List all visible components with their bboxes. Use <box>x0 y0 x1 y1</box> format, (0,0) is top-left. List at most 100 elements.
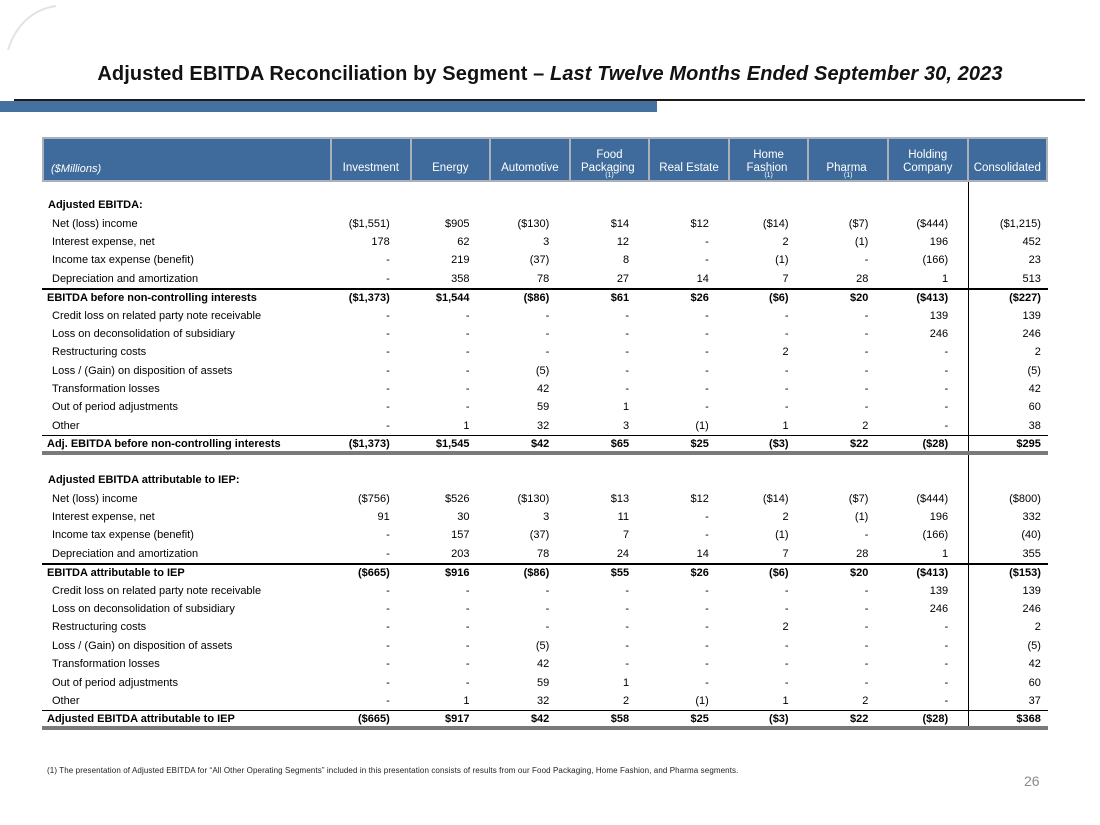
spacer-row <box>42 455 1048 472</box>
cell-consolidated: 246 <box>968 599 1048 619</box>
row-label: Other <box>52 419 80 432</box>
cell-real-estate: - <box>705 639 709 652</box>
table-row: Loss on deconsolidation of subsidiary - - -… <box>42 324 1048 344</box>
row-label: EBITDA attributable to IEP <box>47 567 185 580</box>
cell-consolidated: 60 <box>968 673 1048 692</box>
cell-real-estate: - <box>705 621 709 634</box>
cell-investment: - <box>386 401 390 414</box>
cell-home-fashion: (1) <box>775 529 789 542</box>
cell-food-packaging <box>569 182 649 196</box>
cell-automotive: 59 <box>537 676 550 689</box>
cell-energy: 62 <box>457 235 470 248</box>
table-row: Restructuring costs - - - - - 2 - - 2 <box>42 618 1048 637</box>
cell-food-packaging: $61 <box>610 292 630 305</box>
cell-real-estate: - <box>705 364 709 377</box>
row-label: Net (loss) income <box>52 217 138 230</box>
cell-home-fashion: 1 <box>782 419 789 432</box>
cell-energy: - <box>465 364 470 377</box>
cell-consolidated: (5) <box>968 636 1048 655</box>
cell-consolidated: 42 <box>968 654 1048 674</box>
cell-automotive: 3 <box>543 235 550 248</box>
cell-automotive: ($86) <box>523 292 550 305</box>
table-row: Loss on deconsolidation of subsidiary - - -… <box>42 599 1048 619</box>
cell-automotive: $42 <box>530 437 550 450</box>
table-row: Adjusted EBITDA attributable to IEP ($665… <box>42 710 1048 731</box>
cell-automotive: (37) <box>529 254 550 267</box>
cell-pharma <box>809 182 889 196</box>
cell-energy: $905 <box>445 217 470 230</box>
column-header-food-packaging: Food Packaging (1) <box>570 139 649 180</box>
cell-home-fashion: 7 <box>782 547 789 560</box>
cell-holding-company: 139 <box>929 309 949 322</box>
cell-investment: ($1,551) <box>348 217 390 230</box>
cell-investment <box>330 182 410 196</box>
row-label: Income tax expense (benefit) <box>52 254 194 267</box>
table-row: EBITDA before non-controlling interests (… <box>42 287 1048 307</box>
table-row: Net (loss) income ($1,551) $905 ($130) $14 $1… <box>42 214 1048 233</box>
cell-pharma: - <box>864 346 869 359</box>
cell-real-estate: - <box>705 511 709 524</box>
table-row: Transformation losses - - 42 - - - - - 42 <box>42 654 1048 674</box>
cell-energy: $526 <box>445 492 470 505</box>
cell-automotive: - <box>545 327 550 340</box>
cell-automotive: (5) <box>535 639 550 652</box>
cell-real-estate <box>649 455 729 471</box>
title-underline <box>14 99 1085 101</box>
cell-home-fashion: ($6) <box>769 567 789 580</box>
row-label: Interest expense, net <box>52 235 155 248</box>
cell-food-packaging: 3 <box>622 419 630 432</box>
table-row: Net (loss) income ($756) $526 ($130) $13 $12 (… <box>42 489 1048 508</box>
cell-holding-company: 246 <box>929 327 949 340</box>
cell-investment: - <box>386 529 390 542</box>
cell-pharma: - <box>864 364 869 377</box>
cell-holding-company: - <box>944 346 949 359</box>
cell-automotive: 32 <box>537 419 550 432</box>
cell-real-estate: $12 <box>690 492 709 505</box>
cell-consolidated: 37 <box>968 691 1048 711</box>
cell-consolidated: 139 <box>968 581 1048 600</box>
cell-home-fashion: ($3) <box>769 437 789 450</box>
cell-automotive: 42 <box>537 383 550 396</box>
cell-investment: - <box>386 639 390 652</box>
row-label: Restructuring costs <box>52 621 147 634</box>
cell-investment: - <box>386 584 390 597</box>
cell-energy: - <box>465 658 470 671</box>
cell-food-packaging: 8 <box>622 254 630 267</box>
cell-food-packaging <box>569 455 649 471</box>
cell-holding-company: 196 <box>929 511 949 524</box>
row-label: Interest expense, net <box>52 511 155 524</box>
column-header-automotive: Automotive <box>491 139 569 180</box>
cell-consolidated: ($227) <box>968 289 1048 307</box>
cell-consolidated: 2 <box>968 618 1048 637</box>
cell-home-fashion: ($14) <box>762 217 789 230</box>
cell-home-fashion: ($14) <box>762 492 789 505</box>
cell-holding-company <box>888 455 968 471</box>
cell-holding-company <box>888 196 968 214</box>
cell-food-packaging: - <box>625 621 630 634</box>
table-row: Adj. EBITDA before non-controlling inter… <box>42 435 1048 456</box>
cell-consolidated <box>968 471 1048 490</box>
cell-energy: $1,545 <box>435 437 470 450</box>
cell-holding-company: - <box>944 621 949 634</box>
cell-energy: 203 <box>451 547 470 560</box>
cell-real-estate: - <box>705 309 709 322</box>
cell-food-packaging: $58 <box>610 712 630 725</box>
units-label: ($Millions) <box>44 139 330 180</box>
cell-food-packaging: 2 <box>622 694 630 707</box>
cell-consolidated: 452 <box>968 232 1048 252</box>
cell-pharma: - <box>864 676 869 689</box>
cell-pharma: ($7) <box>848 217 869 230</box>
cell-pharma: - <box>864 529 869 542</box>
cell-automotive: (5) <box>535 364 550 377</box>
cell-real-estate: $25 <box>690 437 709 450</box>
cell-energy: - <box>465 676 470 689</box>
cell-pharma: (1) <box>854 511 869 524</box>
cell-consolidated: 246 <box>968 324 1048 344</box>
table-row: Depreciation and amortization - 358 78 27 14 7… <box>42 269 1048 288</box>
table-row: Income tax expense (benefit) - 219 (37) 8 - (1… <box>42 251 1048 270</box>
cell-investment: 91 <box>377 511 390 524</box>
cell-energy: - <box>465 401 470 414</box>
cell-real-estate: $26 <box>690 292 709 305</box>
table-row: Loss / (Gain) on disposition of assets - -… <box>42 361 1048 380</box>
cell-holding-company: - <box>944 694 949 707</box>
